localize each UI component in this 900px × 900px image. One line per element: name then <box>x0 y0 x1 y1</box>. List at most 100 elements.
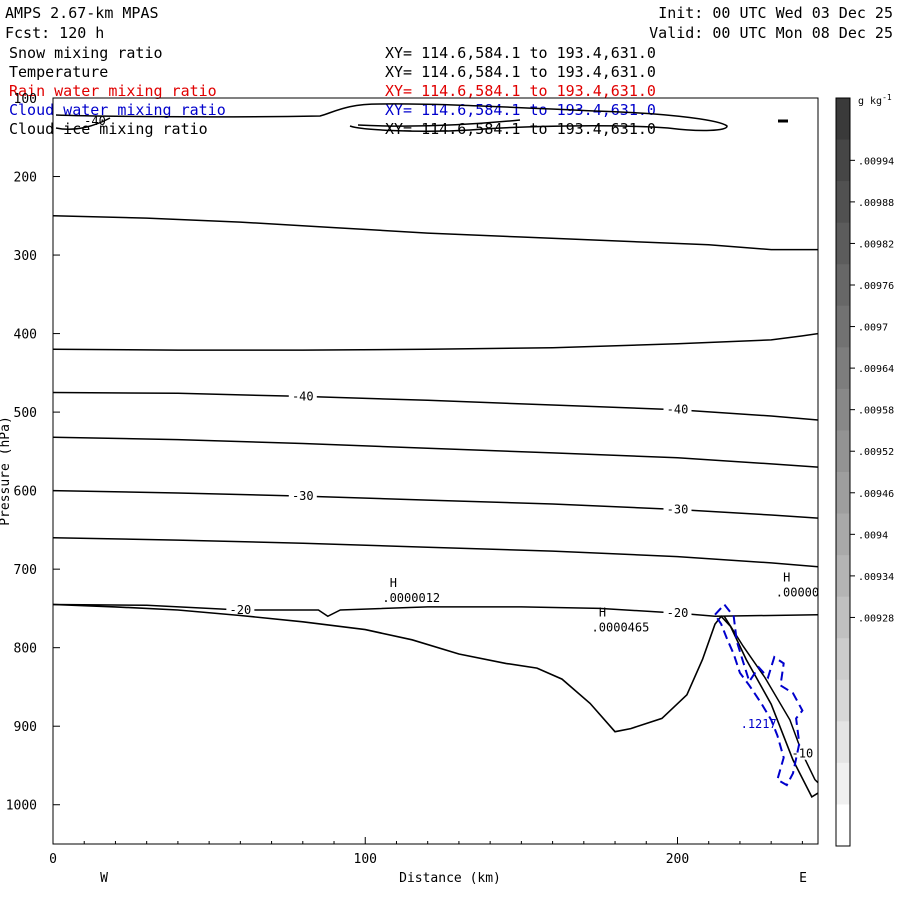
temperature-contour-label: -40 <box>667 403 689 417</box>
x-tick-label: 100 <box>354 852 377 867</box>
temperature-contour-label: -40 <box>292 389 314 403</box>
temperature-contour-line <box>53 489 818 519</box>
colorbar-swatch <box>836 596 850 639</box>
top-contour-label: -40 <box>84 114 106 128</box>
field-xy-range: XY= 114.6,584.1 to 193.4,631.0 <box>385 120 656 138</box>
colorbar-swatch <box>836 388 850 431</box>
y-tick-label: 500 <box>14 406 37 421</box>
temperature-contours: -40 -40 -30 -30 -20 -20 -10 <box>53 215 818 784</box>
field-name: Temperature <box>9 63 108 81</box>
y-tick-label: 800 <box>14 642 37 657</box>
high-marker: H <box>783 571 790 585</box>
colorbar-tick-label: .00988 <box>858 198 894 209</box>
colorbar-units: g kg-1 <box>858 93 892 107</box>
terrain-profile <box>53 603 818 799</box>
field-name: Cloud water mixing ratio <box>9 101 226 119</box>
contour-label-bg <box>663 605 692 620</box>
cloud-water-contour: .1217 <box>714 602 804 787</box>
colorbar-tick-label: .00946 <box>858 489 894 500</box>
colorbar-swatch <box>836 139 850 182</box>
y-tick-label: 600 <box>14 485 37 500</box>
colorbar-swatch <box>836 679 850 722</box>
field-xy-range: XY= 114.6,584.1 to 193.4,631.0 <box>385 44 656 62</box>
y-tick-label: 100 <box>14 92 37 107</box>
colorbar-swatch <box>836 305 850 348</box>
temperature-contour-label: -30 <box>667 502 689 516</box>
west-label: W <box>100 871 108 886</box>
colorbar-tick-label: .00928 <box>858 613 894 624</box>
temperature-contour-label: -10 <box>792 747 814 761</box>
colorbar-tick-label: .00964 <box>858 364 894 375</box>
y-axis-label: Pressure (hPa) <box>0 416 13 526</box>
field-xy-range: XY= 114.6,584.1 to 193.4,631.0 <box>385 63 656 81</box>
temperature-contour-line <box>53 603 818 618</box>
y-tick-label: 700 <box>14 563 37 578</box>
colorbar-tick-label: .00952 <box>858 447 894 458</box>
field-list: Snow mixing ratio XY= 114.6,584.1 to 193.… <box>9 44 656 138</box>
colorbar-swatch <box>836 638 850 681</box>
high-marker: H <box>390 576 397 590</box>
colorbar-swatch <box>836 555 850 598</box>
colorbar-tick-label: .00958 <box>858 406 894 417</box>
field-name: Snow mixing ratio <box>9 44 163 62</box>
colorbar-tick-label: .00994 <box>858 156 894 167</box>
temperature-contour-label: -20 <box>667 606 689 620</box>
temperature-contour-label: -20 <box>230 603 252 617</box>
colorbar-tick-label: .00934 <box>858 572 894 583</box>
contour-label-bg <box>663 501 692 516</box>
colorbar-swatch <box>836 264 850 307</box>
colorbar-swatch <box>836 347 850 390</box>
colorbar-tick-label: .00976 <box>858 281 894 292</box>
field-name: Rain water mixing ratio <box>9 82 217 100</box>
colorbar-tick-label: .0097 <box>858 323 888 334</box>
valid-time: Valid: 00 UTC Mon 08 Dec 25 <box>649 24 893 42</box>
terrain-line <box>53 603 818 799</box>
colorbar-swatch <box>836 721 850 764</box>
temperature-contour-line <box>53 436 818 468</box>
colorbar-tick-label: .00982 <box>858 239 894 250</box>
field-xy-range: XY= 114.6,584.1 to 193.4,631.0 <box>385 82 656 100</box>
contour-label-bg <box>663 401 692 416</box>
contour-label-bg <box>788 745 817 760</box>
temperature-contour-line <box>53 391 818 421</box>
colorbar-swatch <box>836 430 850 473</box>
colorbar-swatch <box>836 181 850 224</box>
plot-area: -40 -40-40-30-30-20 -20-10 .1217 H.000001… <box>53 103 819 799</box>
cloud-water-label: .1217 <box>741 717 777 731</box>
contour-label-bg <box>288 488 317 503</box>
y-tick-label: 200 <box>14 171 37 186</box>
y-tick-label: 900 <box>14 720 37 735</box>
temperature-contour-line <box>53 536 818 568</box>
colorbar: .00994 .00988 .00982 .00976 .0097 .00964 .0095… <box>835 97 894 847</box>
y-tick-label: 1000 <box>6 799 37 814</box>
x-axis-label: Distance (km) <box>399 871 501 886</box>
colorbar-frame <box>835 97 851 847</box>
y-axis: 100 200 300 400 500 600 700 800 900 1000 <box>6 92 60 814</box>
temperature-contour-line <box>723 615 818 784</box>
high-value: .00000 <box>776 586 819 600</box>
field-name: Cloud ice mixing ratio <box>9 120 208 138</box>
contour-label-bg <box>226 601 255 616</box>
temperature-contour-line <box>53 215 818 251</box>
colorbar-swatch <box>836 472 850 515</box>
x-axis: 0 100 200 <box>49 837 803 867</box>
init-time: Init: 00 UTC Wed 03 Dec 25 <box>658 4 893 22</box>
east-label: E <box>799 871 807 886</box>
colorbar-swatch <box>836 222 850 265</box>
y-tick-label: 400 <box>14 328 37 343</box>
contour-label-bg <box>288 388 317 403</box>
y-tick-label: 300 <box>14 249 37 264</box>
colorbar-swatch <box>836 513 850 556</box>
temperature-contour-label: -30 <box>292 489 314 503</box>
plot-frame <box>52 97 819 845</box>
top-temperature-contours: -40 <box>55 103 788 132</box>
colorbar-tick-label: .0094 <box>858 530 888 541</box>
colorbar-swatch <box>836 804 850 847</box>
high-value: .0000012 <box>382 591 440 605</box>
cloud-water-line <box>714 602 804 787</box>
colorbar-swatch <box>836 762 850 805</box>
x-tick-label: 200 <box>666 852 689 867</box>
temperature-contour-line <box>53 332 818 351</box>
